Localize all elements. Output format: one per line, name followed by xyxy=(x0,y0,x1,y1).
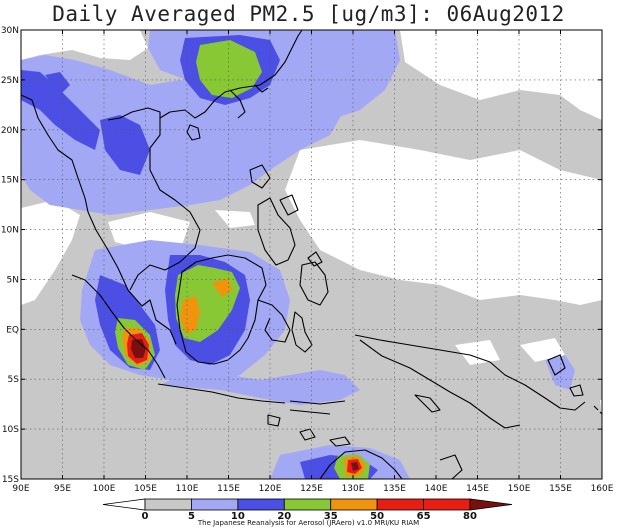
lat-tick-label: 15N xyxy=(1,176,19,186)
lon-tick-label: 150E xyxy=(508,484,531,494)
colorbar-label: 35 xyxy=(324,511,338,522)
lat-tick-label: 15S xyxy=(2,475,19,485)
lon-tick-label: 95E xyxy=(54,484,71,494)
lon-tick-label: 130E xyxy=(342,484,365,494)
lon-tick-label: 155E xyxy=(549,484,572,494)
lon-tick-label: 145E xyxy=(466,484,489,494)
pm25-max-areas xyxy=(131,339,359,471)
lon-tick-label: 140E xyxy=(425,484,448,494)
lat-tick-label: 10S xyxy=(2,425,19,435)
lat-tick-label: EQ xyxy=(6,325,19,335)
colorbar-segment xyxy=(423,498,471,511)
lon-tick-label: 90E xyxy=(12,484,29,494)
lat-tick-label: 10N xyxy=(1,226,19,236)
colorbar-segment xyxy=(237,498,285,511)
lon-tick-label: 125E xyxy=(300,484,323,494)
colorbar-label: 20 xyxy=(277,511,291,522)
colorbar-segment xyxy=(376,498,424,511)
lon-tick-label: 100E xyxy=(93,484,116,494)
colorbar-extend-low xyxy=(102,498,146,511)
colorbar-segment xyxy=(191,498,239,511)
colorbar-label: 80 xyxy=(463,511,477,522)
colorbar-label: 0 xyxy=(142,511,149,522)
lon-tick-label: 110E xyxy=(176,484,199,494)
lat-tick-label: 5S xyxy=(8,375,20,385)
colorbar-label: 5 xyxy=(188,511,195,522)
credit-text: The Japanese Reanalysis for Aerosol (JRA… xyxy=(197,519,420,527)
map-plot-area xyxy=(21,30,602,479)
lon-tick-label: 160E xyxy=(591,484,614,494)
colorbar-segment xyxy=(330,498,378,511)
colorbar-segment xyxy=(283,498,332,511)
colorbar: 0 5 10 20 35 50 65 80 xyxy=(102,498,513,522)
lat-tick-label: 25N xyxy=(1,76,19,86)
pm25-clean-areas xyxy=(21,30,602,420)
lat-tick-label: 20N xyxy=(1,126,19,136)
lon-tick-label: 105E xyxy=(134,484,157,494)
longitude-axis: 90E 95E 100E 105E 110E 115E 120E 125E 130E 135E 14… xyxy=(12,30,614,494)
lat-tick-label: 5N xyxy=(7,275,19,285)
lon-tick-label: 135E xyxy=(383,484,406,494)
map-title: Daily Averaged PM2.5 [ug/m3]: 06Aug2012 xyxy=(52,2,565,26)
coastlines xyxy=(21,30,602,479)
lon-tick-label: 120E xyxy=(259,484,282,494)
colorbar-segment xyxy=(144,498,192,511)
colorbar-extend-high xyxy=(469,498,513,511)
colorbar-label: 50 xyxy=(370,511,384,522)
lat-tick-label: 30N xyxy=(1,26,19,36)
colorbar-label: 10 xyxy=(231,511,245,522)
lon-tick-label: 115E xyxy=(217,484,240,494)
colorbar-label: 65 xyxy=(417,511,431,522)
map-gridlines xyxy=(21,30,602,479)
latitude-axis: 30N 25N 20N 15N 10N 5N EQ 5S 10S 15S xyxy=(1,26,602,485)
